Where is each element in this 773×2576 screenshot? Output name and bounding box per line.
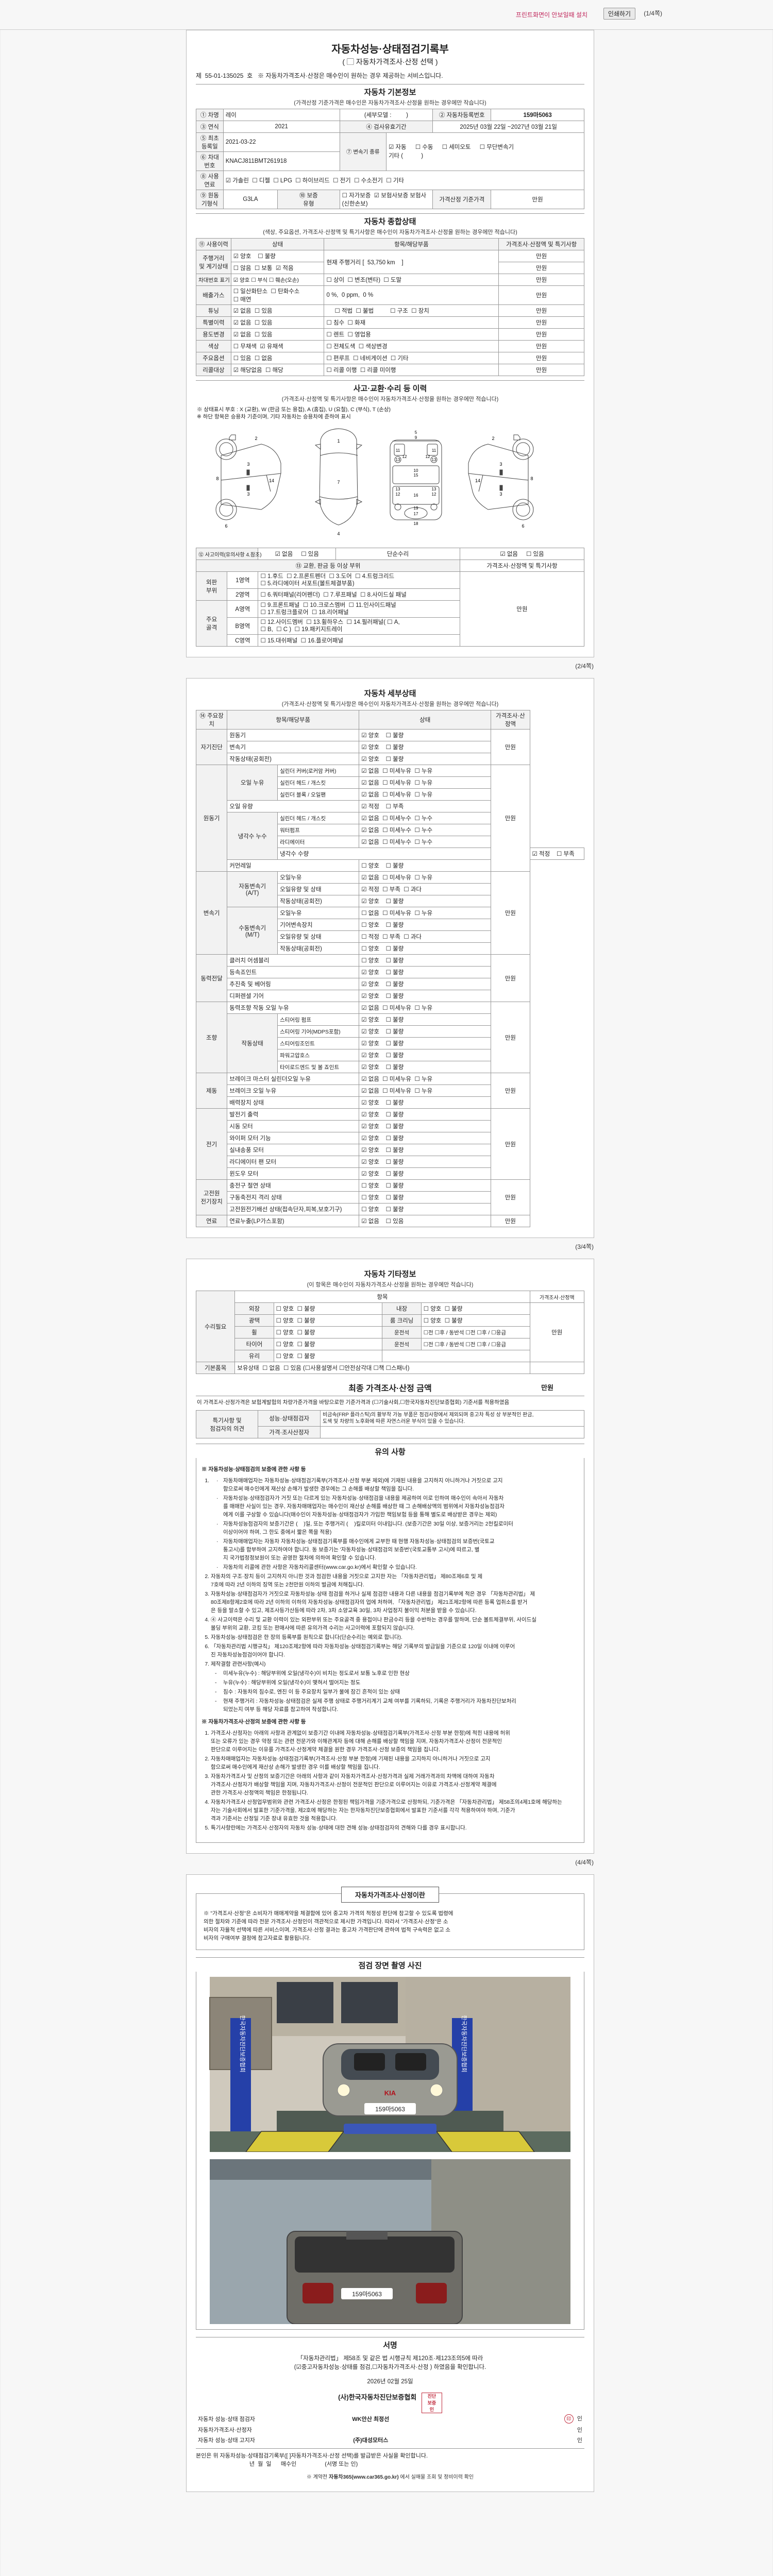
svg-text:10: 10 <box>414 468 418 473</box>
svg-text:14: 14 <box>269 478 274 483</box>
svg-text:13: 13 <box>432 457 436 462</box>
svg-text:5: 5 <box>415 430 417 435</box>
svg-text:6: 6 <box>225 523 227 529</box>
svg-text:8: 8 <box>530 476 533 481</box>
svg-text:3: 3 <box>499 492 502 497</box>
svg-text:13: 13 <box>396 457 400 462</box>
svg-text:17: 17 <box>414 512 418 516</box>
svg-text:13: 13 <box>432 487 436 492</box>
svg-text:3: 3 <box>499 462 502 467</box>
svg-text:12: 12 <box>402 454 407 459</box>
svg-text:8: 8 <box>216 476 219 481</box>
svg-text:15: 15 <box>414 473 418 478</box>
svg-text:18: 18 <box>414 521 418 526</box>
svg-text:3: 3 <box>247 492 249 497</box>
svg-text:14: 14 <box>475 478 480 483</box>
svg-text:16: 16 <box>414 493 418 498</box>
svg-text:2: 2 <box>492 436 494 441</box>
svg-text:한국자동차진단보증협회: 한국자동차진단보증협회 <box>461 2015 467 2072</box>
svg-text:6: 6 <box>522 523 524 529</box>
svg-text:159마5063: 159마5063 <box>352 2291 382 2298</box>
svg-text:13: 13 <box>396 487 400 492</box>
svg-text:9: 9 <box>415 435 417 440</box>
svg-text:한국자동차진단보증협회: 한국자동차진단보증협회 <box>239 2015 246 2072</box>
svg-text:19: 19 <box>414 506 418 511</box>
svg-text:7: 7 <box>337 480 340 485</box>
svg-text:12: 12 <box>396 492 400 497</box>
svg-text:4: 4 <box>337 531 340 536</box>
svg-text:2: 2 <box>255 436 257 441</box>
svg-text:3: 3 <box>247 462 249 467</box>
svg-text:11: 11 <box>432 448 436 453</box>
svg-text:12: 12 <box>426 454 430 459</box>
svg-text:159마5063: 159마5063 <box>375 2106 405 2113</box>
svg-text:12: 12 <box>432 492 436 497</box>
svg-text:11: 11 <box>396 448 400 453</box>
svg-text:KIA: KIA <box>384 2089 396 2097</box>
svg-text:1: 1 <box>337 438 340 444</box>
